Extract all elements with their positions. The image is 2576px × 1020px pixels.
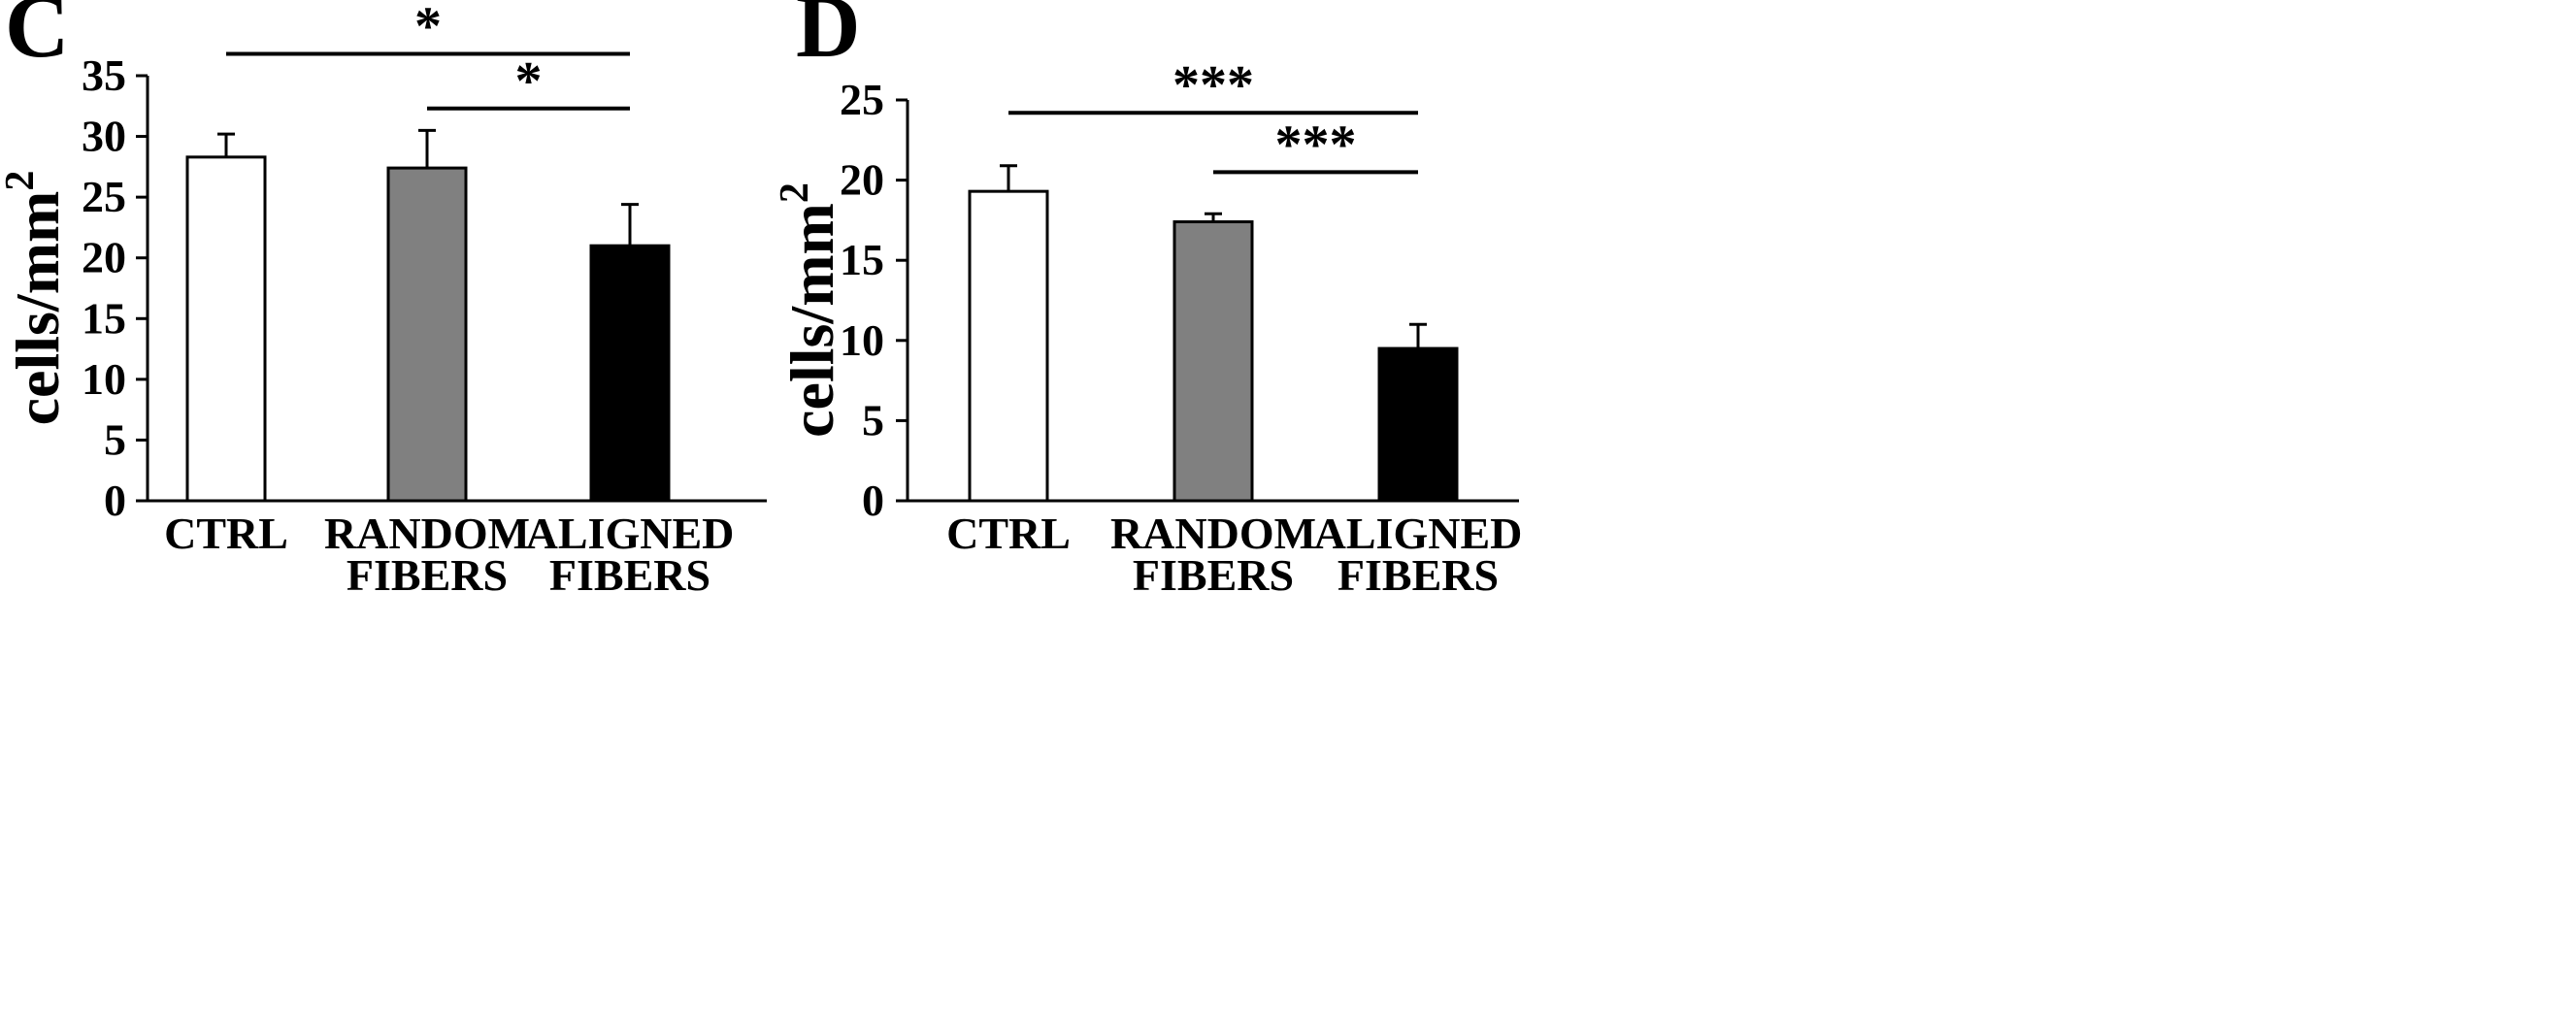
category-label: RANDOM — [324, 509, 530, 558]
bar — [185, 155, 267, 503]
y-axis-label-superscript: 2 — [773, 182, 817, 203]
y-tick-label: 25 — [840, 75, 884, 124]
y-tick-label: 15 — [840, 235, 884, 284]
y-tick-label: 25 — [82, 172, 126, 221]
bar — [968, 189, 1049, 503]
y-tick-label: 5 — [104, 414, 126, 464]
y-axis-label: cells/mm2 — [773, 182, 846, 438]
bar — [386, 166, 468, 503]
y-tick-label: 20 — [840, 155, 884, 205]
y-tick-label: 10 — [82, 354, 126, 404]
y-tick-label: 5 — [862, 395, 884, 444]
category-label: FIBERS — [549, 550, 710, 600]
category-label: FIBERS — [1338, 550, 1499, 600]
bar — [589, 244, 671, 503]
significance-label: *** — [1275, 115, 1357, 175]
bar — [1377, 346, 1459, 503]
y-axis-label-superscript: 2 — [0, 171, 43, 191]
category-label: CTRL — [164, 509, 288, 558]
panel-label: D — [796, 0, 860, 76]
category-label: FIBERS — [1133, 550, 1294, 600]
y-tick-label: 30 — [82, 112, 126, 161]
category-label: ALIGNED — [1314, 509, 1523, 558]
y-tick-label: 35 — [82, 50, 126, 100]
significance-label: * — [414, 0, 442, 56]
y-tick-label: 10 — [840, 315, 884, 365]
significance-label: * — [515, 51, 543, 112]
y-tick-label: 15 — [82, 293, 126, 343]
category-label: RANDOM — [1110, 509, 1316, 558]
y-axis-label: cells/mm2 — [0, 171, 72, 426]
category-label: FIBERS — [347, 550, 508, 600]
y-tick-label: 0 — [104, 476, 126, 525]
significance-label: *** — [1172, 55, 1254, 115]
panel-label: C — [5, 0, 69, 76]
category-label: CTRL — [946, 509, 1071, 558]
category-label: ALIGNED — [526, 509, 735, 558]
y-tick-label: 0 — [862, 476, 884, 525]
y-tick-label: 20 — [82, 233, 126, 282]
bar — [1172, 220, 1254, 503]
